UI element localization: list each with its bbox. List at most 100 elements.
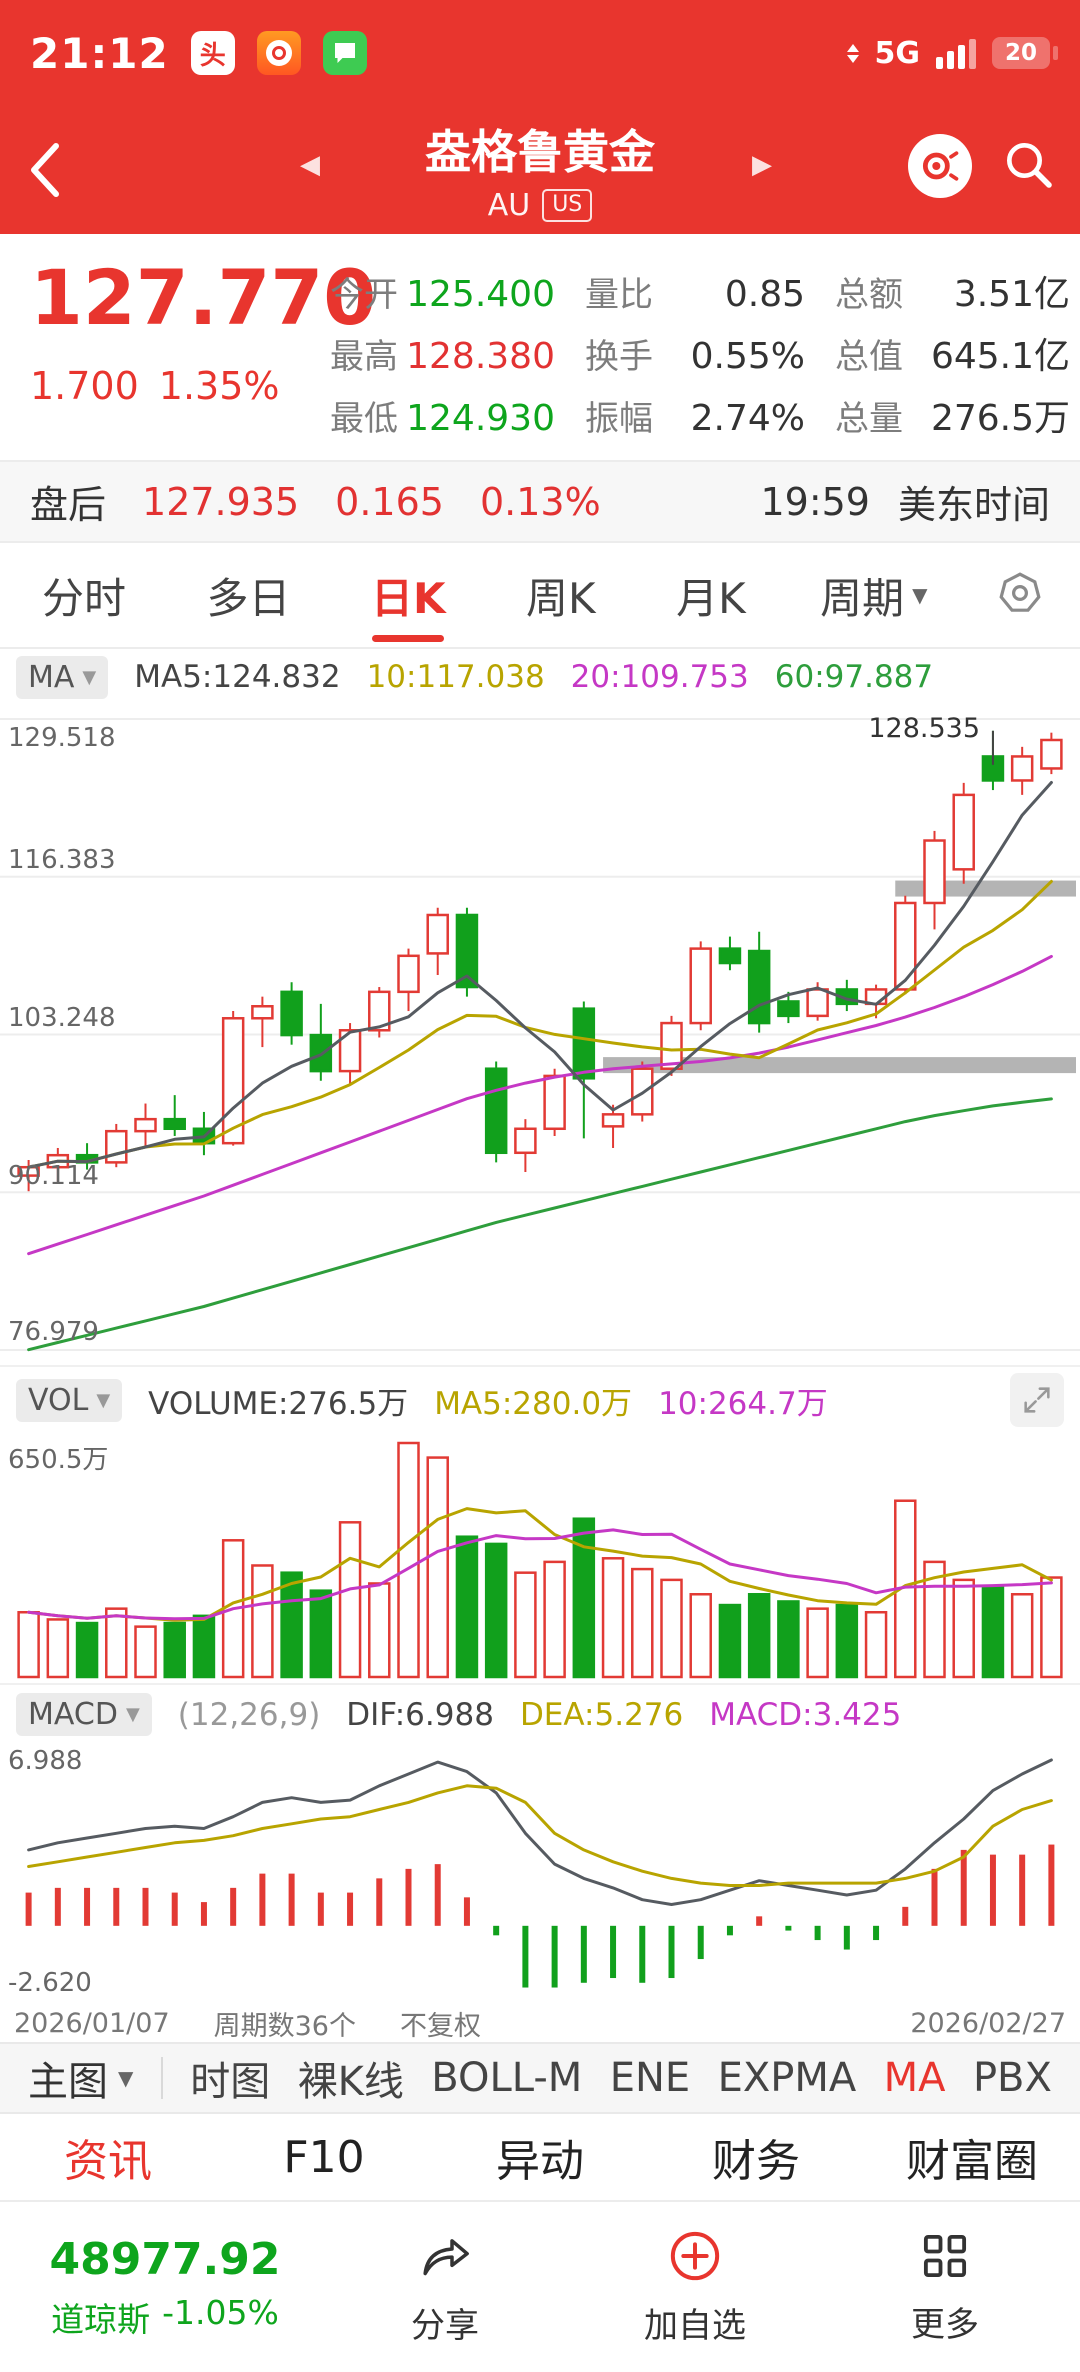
chart-settings-icon[interactable]	[996, 569, 1044, 621]
add-watchlist-button[interactable]: 加自选	[570, 2228, 820, 2347]
toutiao-notification-icon: 头	[190, 31, 235, 75]
tab-monthly-k[interactable]: 月K	[676, 573, 746, 623]
indicator-expma[interactable]: EXPMA	[717, 2055, 857, 2101]
kline-chart[interactable]: 129.518 116.383 103.248 90.114 76.979 12…	[0, 705, 1080, 1365]
after-hours-bar: 盘后 127.935 0.165 0.13% 19:59 美东时间	[0, 460, 1080, 543]
stock-title-block: 盎格鲁黄金 AU US	[425, 116, 655, 223]
ma-indicator-selector[interactable]: MA ▼	[16, 655, 109, 699]
tab-weekly-k[interactable]: 周K	[526, 573, 596, 623]
index-name: 道琼斯	[51, 2299, 151, 2339]
prev-stock-icon[interactable]: ◀	[300, 150, 320, 180]
after-hours-percent: 0.13%	[479, 479, 601, 524]
bottom-action-bar: 48977.92 道琼斯 -1.05% 分享 加自选 更多	[0, 2202, 1080, 2372]
indicator-bare-k[interactable]: 裸K线	[297, 2059, 404, 2105]
volume-indicator-selector[interactable]: VOL ▼	[16, 1378, 123, 1422]
x-axis-bar: 2026/01/07 周期数36个 不复权 2026/02/27	[0, 2004, 1080, 2042]
after-hours-time: 19:59 美东时间	[760, 474, 1050, 529]
battery-level: 20	[1004, 40, 1037, 66]
tab-movements[interactable]: 异动	[496, 2136, 584, 2187]
macd-params: (12,26,9)	[177, 1696, 321, 1733]
indicator-timechart[interactable]: 时图	[190, 2059, 271, 2105]
battery-icon: 20	[992, 37, 1058, 69]
index-value: 48977.92	[49, 2233, 281, 2285]
quote-field-amplitude: 振幅 2.74%	[585, 397, 805, 439]
status-left: 21:12 头	[30, 29, 367, 78]
indicator-ma[interactable]: MA	[883, 2055, 946, 2101]
change-percent: 1.35%	[158, 364, 280, 408]
quote-field-turnover-rate: 换手 0.55%	[585, 335, 805, 377]
tab-financials[interactable]: 财务	[712, 2136, 800, 2187]
chevron-down-icon: ▼	[96, 1389, 111, 1411]
after-hours-label: 盘后	[30, 483, 107, 527]
next-stock-icon[interactable]: ▶	[752, 150, 772, 180]
quote-panel: 127.770 1.700 1.35% 今开 125.400 量比 0.85 总额 3…	[0, 234, 1080, 460]
after-hours-change: 0.165	[335, 479, 444, 524]
quote-field-volratio: 量比 0.85	[585, 273, 805, 315]
stock-subtitle: AU US	[425, 188, 655, 223]
indicator-boll-m[interactable]: BOLL-M	[431, 2055, 583, 2101]
quote-field-high: 最高 128.380	[330, 335, 555, 377]
dif-value: DIF:6.988	[346, 1696, 494, 1733]
tab-daily-k[interactable]: 日K	[365, 551, 452, 640]
nav-actions	[908, 134, 1056, 198]
page-title: 盎格鲁黄金	[425, 125, 655, 179]
grid-menu-icon	[918, 2229, 972, 2287]
fullscreen-expand-icon[interactable]	[1010, 1373, 1064, 1427]
volume-chart[interactable]: 650.5万	[0, 1433, 1080, 1683]
chat-bubble-icon	[334, 43, 355, 63]
add-circle-icon	[667, 2228, 723, 2288]
ma60-value: 60:97.887	[774, 659, 934, 695]
macd-value: MACD:3.425	[709, 1696, 902, 1733]
start-date-label: 2026/01/07	[14, 2007, 170, 2039]
main-chart-selector[interactable]: 主图 ▼	[28, 2059, 134, 2105]
price-block: 127.770 1.700 1.35%	[30, 253, 377, 460]
high-annotation: 128.535	[868, 713, 980, 744]
back-icon[interactable]	[22, 138, 70, 206]
nav-bar: ◀ 盎格鲁黄金 AU US ▶	[0, 106, 1080, 234]
share-icon	[417, 2228, 473, 2288]
last-price: 127.770	[30, 253, 377, 342]
quote-time: 19:59	[760, 479, 870, 524]
period-tab-bar: 分时 多日 日K 周K 月K 周期 ▼	[0, 543, 1080, 649]
volume-ma5-value: MA5:280.0万	[434, 1385, 633, 1422]
indicator-toolbar: 主图 ▼ 时图 裸K线 BOLL-M ENE EXPMA MA PBX	[0, 2042, 1080, 2114]
quote-field-low: 最低 124.930	[330, 397, 555, 439]
content-tab-bar: 资讯 F10 异动 财务 财富圈	[0, 2114, 1080, 2202]
macd-indicator-header: MACD ▼ (12,26,9) DIF:6.988 DEA:5.276 MAC…	[0, 1683, 1080, 1744]
indicator-pbx[interactable]: PBX	[972, 2055, 1052, 2101]
ma-indicator-header: MA ▼ MA5:124.832 10:117.038 20:109.753 6…	[0, 649, 1080, 705]
macd-indicator-selector[interactable]: MACD ▼	[16, 1693, 152, 1736]
more-button[interactable]: 更多	[820, 2229, 1070, 2346]
tab-minute[interactable]: 分时	[42, 573, 127, 623]
quote-field-volume: 总量 276.5万	[835, 398, 1070, 439]
end-date-label: 2026/02/27	[910, 2007, 1066, 2039]
status-right: 5G 20	[846, 35, 1058, 71]
tab-multi-day[interactable]: 多日	[206, 573, 291, 623]
market-badge: US	[542, 189, 593, 222]
period-count-label: 周期数36个	[213, 2010, 356, 2042]
adjust-mode-label[interactable]: 不复权	[399, 2010, 481, 2042]
macd-chart[interactable]: 6.988 -2.620	[0, 1744, 1080, 2004]
stock-symbol: AU	[487, 188, 531, 223]
status-bar: 21:12 头 5G 20	[0, 0, 1080, 106]
period-dropdown[interactable]: 周期 ▼	[820, 573, 928, 623]
network-type: 5G	[874, 35, 921, 71]
chevron-down-icon: ▼	[125, 1704, 140, 1725]
tab-news[interactable]: 资讯	[64, 2136, 152, 2187]
search-icon[interactable]	[1000, 136, 1056, 196]
clock: 21:12	[30, 28, 169, 78]
signal-strength-icon	[936, 37, 976, 69]
chat-notification-icon	[322, 31, 367, 75]
indicator-ene[interactable]: ENE	[609, 2055, 691, 2101]
divider	[160, 2057, 163, 2099]
chevron-down-icon: ▼	[912, 583, 928, 607]
tab-f10[interactable]: F10	[283, 2131, 365, 2183]
index-ticker[interactable]: 48977.92 道琼斯 -1.05%	[10, 2234, 320, 2341]
live-broadcast-icon[interactable]	[908, 134, 972, 198]
share-button[interactable]: 分享	[320, 2228, 570, 2347]
weibo-notification-icon	[256, 31, 301, 75]
chevron-down-icon: ▼	[118, 2066, 134, 2090]
ma10-value: 10:117.038	[366, 659, 545, 695]
tab-wealth-circle[interactable]: 财富圈	[906, 2136, 1038, 2187]
